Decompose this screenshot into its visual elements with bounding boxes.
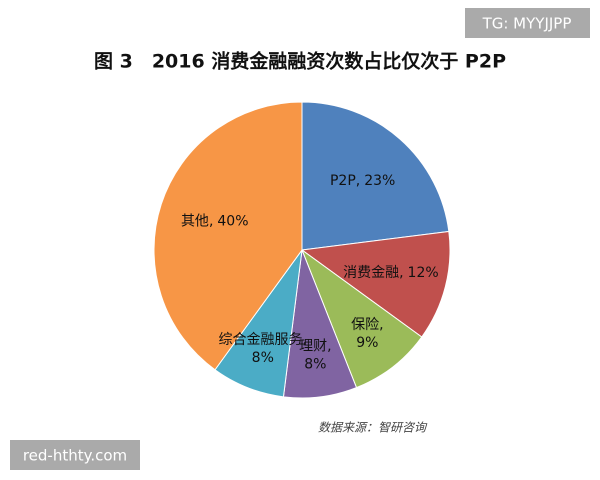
pie: P2P, 23%消费金融, 12%保险, 9%理财, 8%综合金融服务, 8%其他, 40% xyxy=(153,101,451,399)
data-label: 保险, 9% xyxy=(351,317,383,351)
value-label: 8% xyxy=(304,357,326,373)
watermark: TG: MYYJJPP xyxy=(482,15,572,33)
label-separator: , xyxy=(209,214,213,230)
category-label: 消费金融 xyxy=(343,265,399,281)
category-label: P2P xyxy=(330,173,356,189)
value-label: 9% xyxy=(356,335,378,351)
value-label: 12% xyxy=(408,265,439,281)
watermark-box xyxy=(465,8,590,38)
source: 数据来源：智研咨询 xyxy=(318,421,428,435)
category-label: 综合金融服务 xyxy=(219,332,303,348)
data-label: 理财, 8% xyxy=(299,339,331,373)
category-label: 保险 xyxy=(351,317,379,333)
pie-slice xyxy=(300,230,451,338)
label-separator: , xyxy=(399,265,403,281)
label-separator: , xyxy=(379,317,383,333)
data-label: 消费金融, 12% xyxy=(343,265,439,281)
data-label: 其他, 40% xyxy=(181,214,249,230)
data-label: 综合金融服务, 8% xyxy=(219,332,307,366)
value-label: 23% xyxy=(364,173,395,189)
label-separator: , xyxy=(303,332,307,348)
value-label: 8% xyxy=(252,350,274,366)
watermark-box xyxy=(10,440,140,470)
label-separator: , xyxy=(327,339,331,355)
pie-slice xyxy=(153,101,303,371)
watermark: red-hthty.com xyxy=(23,447,127,465)
value-label: 40% xyxy=(217,214,248,230)
label-separator: , xyxy=(356,173,360,189)
chart-title: 图 3 2016 消费金融融资次数占比仅次于 P2P xyxy=(94,50,506,73)
category-label: 理财 xyxy=(299,339,327,355)
category-label: 其他 xyxy=(181,214,209,230)
data-label: P2P, 23% xyxy=(330,173,395,189)
pie-slice xyxy=(301,101,450,251)
pie-slice xyxy=(300,248,423,389)
